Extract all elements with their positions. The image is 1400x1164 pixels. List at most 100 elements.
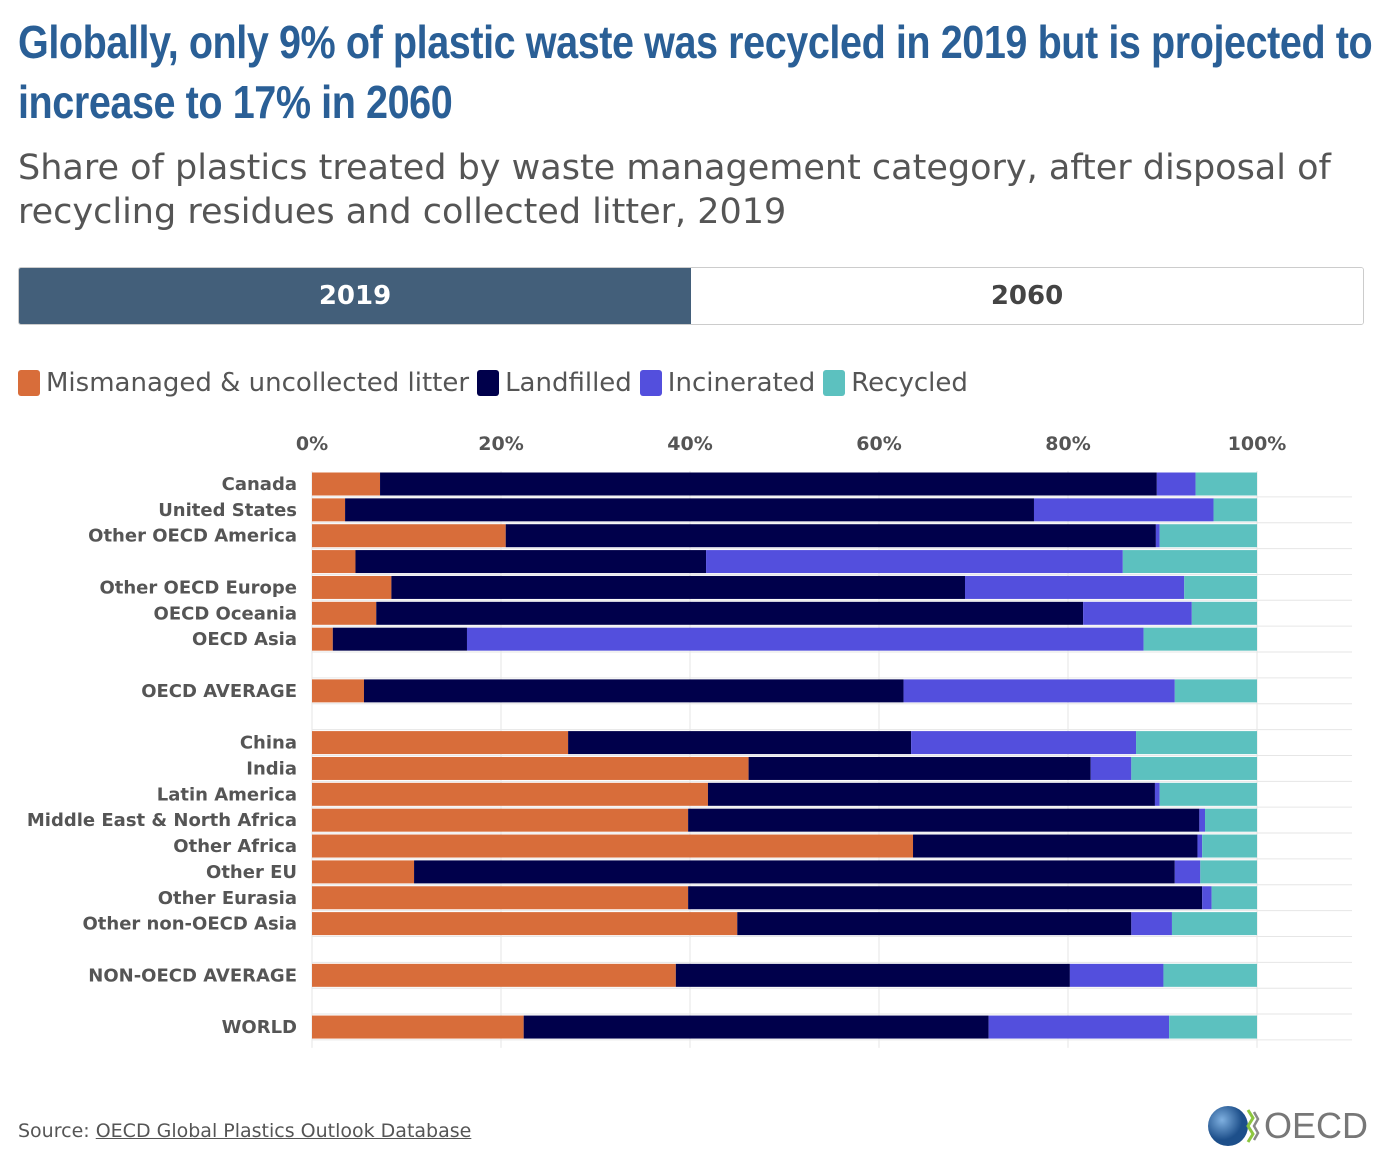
bar-segment xyxy=(1169,1015,1257,1039)
row-label: Other OECD America xyxy=(88,526,297,547)
x-tick-label: 40% xyxy=(667,433,712,455)
bar-segment xyxy=(1211,886,1257,910)
bar-segment xyxy=(1184,575,1257,599)
bar-segment xyxy=(1197,834,1203,858)
bar-segment xyxy=(312,550,356,574)
row-label: Other Africa xyxy=(173,836,297,857)
x-tick-label: 0% xyxy=(296,433,328,455)
tab-2060[interactable]: 2060 xyxy=(691,268,1363,324)
bar-segment xyxy=(1159,524,1257,548)
bar-segment xyxy=(988,1015,1170,1039)
chart-title: Globally, only 9% of plastic waste was r… xyxy=(18,16,1373,128)
bar-segment xyxy=(312,912,738,936)
row-label: Other OECD Europe xyxy=(99,577,297,598)
legend-label: Recycled xyxy=(851,368,968,398)
bar-segment xyxy=(312,782,708,806)
bar-segment xyxy=(1213,498,1257,522)
row-label: China xyxy=(240,733,297,754)
legend-item[interactable]: Incinerated xyxy=(639,368,816,398)
legend-swatch xyxy=(639,370,662,396)
legend-swatch xyxy=(18,370,40,396)
bar-segment xyxy=(1163,963,1257,987)
bar-segment xyxy=(1143,627,1257,651)
bar-segment xyxy=(964,575,1185,599)
bar-segment xyxy=(376,601,1084,625)
bar-segment xyxy=(1069,963,1164,987)
bar-segment xyxy=(737,912,1132,936)
x-tick-label: 20% xyxy=(478,433,523,455)
x-tick-label: 60% xyxy=(856,433,901,455)
bar-segment xyxy=(312,834,914,858)
oecd-logo: OECD xyxy=(1208,1104,1368,1148)
bar-segment xyxy=(312,472,381,496)
legend-item[interactable]: Recycled xyxy=(823,368,968,398)
bar-segment xyxy=(1200,860,1257,884)
legend: Mismanaged & uncollected litter Landfille… xyxy=(18,368,968,398)
row-label: Other non-OECD Asia xyxy=(82,914,297,935)
bar-segment xyxy=(1202,834,1257,858)
bar-segment xyxy=(466,627,1144,651)
row-label: India xyxy=(246,758,297,779)
bar-segment xyxy=(707,782,1155,806)
row-label: Latin America xyxy=(157,784,297,805)
row-label: OECD Oceania xyxy=(154,603,297,624)
bar-segment xyxy=(312,756,749,780)
bar-segment xyxy=(1122,550,1257,574)
chart-subtitle: Share of plastics treated by waste manag… xyxy=(18,148,1331,232)
bar-segment xyxy=(312,860,415,884)
bar-segment xyxy=(312,575,392,599)
bar-segment xyxy=(312,601,377,625)
bar-segment xyxy=(332,627,467,651)
tab-2019[interactable]: 2019 xyxy=(19,268,691,324)
bar-segment xyxy=(1136,731,1257,755)
bar-segment xyxy=(312,679,364,703)
bar-segment xyxy=(505,524,1156,548)
bar-segment xyxy=(363,679,904,703)
bar-segment xyxy=(675,963,1070,987)
row-label: OECD Asia xyxy=(192,629,297,650)
row-label: NON-OECD AVERAGE xyxy=(88,965,297,986)
bar-segment xyxy=(688,886,1203,910)
bar-segment xyxy=(913,834,1198,858)
row-label: Other Eurasia xyxy=(158,888,297,909)
bar-segment xyxy=(345,498,1034,522)
logo-text: OECD xyxy=(1264,1105,1369,1146)
legend-item[interactable]: Landfilled xyxy=(477,368,632,398)
legend-label: Landfilled xyxy=(505,368,632,398)
bar-segment xyxy=(312,808,689,832)
bar-segment xyxy=(911,731,1137,755)
legend-label: Incinerated xyxy=(667,368,816,398)
bar-segment xyxy=(568,731,912,755)
bar-segment xyxy=(1202,886,1212,910)
bar-segment xyxy=(1199,808,1206,832)
bar-segment xyxy=(706,550,1123,574)
bar-segment xyxy=(414,860,1175,884)
legend-item[interactable]: Mismanaged & uncollected litter xyxy=(18,368,469,398)
legend-label: Mismanaged & uncollected litter xyxy=(46,368,470,398)
bar-segment xyxy=(1205,808,1257,832)
bar-segment xyxy=(380,472,1157,496)
legend-swatch xyxy=(477,370,500,396)
x-tick-label: 80% xyxy=(1045,433,1090,455)
bar-segment xyxy=(903,679,1175,703)
bar-segment xyxy=(1174,679,1257,703)
bar-segment xyxy=(523,1015,989,1039)
legend-swatch xyxy=(823,370,846,396)
bar-segment xyxy=(391,575,965,599)
bar-segment xyxy=(1131,756,1257,780)
year-toggle: 2019 2060 xyxy=(18,267,1364,325)
bar-segment xyxy=(748,756,1091,780)
bar-segment xyxy=(1033,498,1214,522)
bar-segment xyxy=(312,886,689,910)
bar-segment xyxy=(355,550,707,574)
row-label: Canada xyxy=(222,474,297,495)
bar-segment xyxy=(312,498,346,522)
bar-segment xyxy=(312,731,569,755)
bar-segment xyxy=(1155,524,1160,548)
bar-segment xyxy=(1191,601,1257,625)
bar-segment xyxy=(1131,912,1172,936)
globe-icon xyxy=(1208,1106,1260,1146)
bar-segment xyxy=(312,524,506,548)
source-link[interactable]: OECD Global Plastics Outlook Database xyxy=(95,1120,472,1142)
bar-segment xyxy=(1195,472,1257,496)
